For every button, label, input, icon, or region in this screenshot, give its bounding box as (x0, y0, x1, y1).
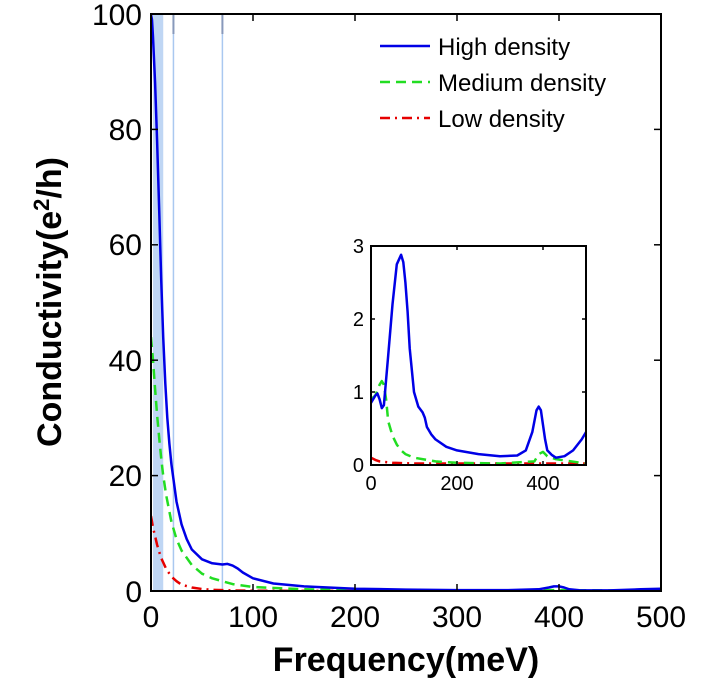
inset-plot-frame (370, 245, 587, 466)
main-ticks (150, 13, 662, 592)
inset-chart: 0 200 400 0 1 2 3 (353, 236, 587, 495)
main-plot-frame (150, 13, 662, 592)
highlight-band (153, 14, 164, 591)
series-line-high-density (371, 253, 586, 459)
legend-label-high-density: High density (438, 34, 570, 61)
main-highlights (153, 14, 224, 591)
series-line-low-density (371, 456, 586, 465)
inset-y-tick-label: 0 (353, 455, 364, 477)
inset-x-tick-label: 400 (526, 473, 559, 495)
x-axis-label: Frequency(meV) (273, 641, 539, 679)
inset-y-tick-labels: 0 1 2 3 (353, 236, 364, 477)
y-axis-label: Conductivity(e2/h) (29, 157, 70, 447)
main-x-tick-labels: 0 100 200 300 400 500 (143, 601, 686, 634)
main-x-tick-label: 400 (534, 601, 584, 634)
main-y-tick-label: 80 (109, 114, 142, 147)
series-line-high-density (151, 14, 661, 591)
y-axis-label-main: Conductivity(e (31, 211, 69, 447)
main-y-tick-label: 60 (109, 229, 142, 262)
main-chart: 0 100 200 300 400 500 0 20 40 60 80 100 … (29, 0, 687, 679)
main-x-tick-label: 100 (228, 601, 278, 634)
inset-series (371, 253, 586, 465)
y-axis-label-superscript: 2 (29, 199, 54, 211)
legend-label-medium-density: Medium density (438, 70, 606, 97)
main-x-tick-label: 300 (432, 601, 482, 634)
inset-ticks (370, 245, 586, 466)
main-y-tick-label: 100 (92, 0, 142, 32)
main-y-tick-label: 20 (109, 460, 142, 493)
inset-background (371, 246, 586, 465)
inset-y-tick-label: 3 (353, 236, 364, 258)
main-y-tick-labels: 0 20 40 60 80 100 (92, 0, 142, 609)
main-y-tick-label: 0 (125, 576, 142, 609)
main-y-tick-label: 40 (109, 345, 142, 378)
legend: High density Medium density Low density (380, 34, 606, 133)
main-x-tick-label: 500 (636, 601, 686, 634)
main-x-tick-label: 200 (330, 601, 380, 634)
inset-x-tick-label: 0 (365, 473, 376, 495)
series-line-medium-density (371, 379, 586, 465)
series-line-medium-density (151, 336, 661, 591)
inset-y-tick-label: 2 (353, 309, 364, 331)
legend-label-low-density: Low density (438, 106, 565, 133)
y-axis-label-unit: /h) (31, 157, 69, 199)
main-x-tick-label: 0 (143, 601, 160, 634)
inset-x-tick-label: 200 (440, 473, 473, 495)
inset-x-tick-labels: 0 200 400 (365, 473, 559, 495)
inset-y-tick-label: 1 (353, 382, 364, 404)
